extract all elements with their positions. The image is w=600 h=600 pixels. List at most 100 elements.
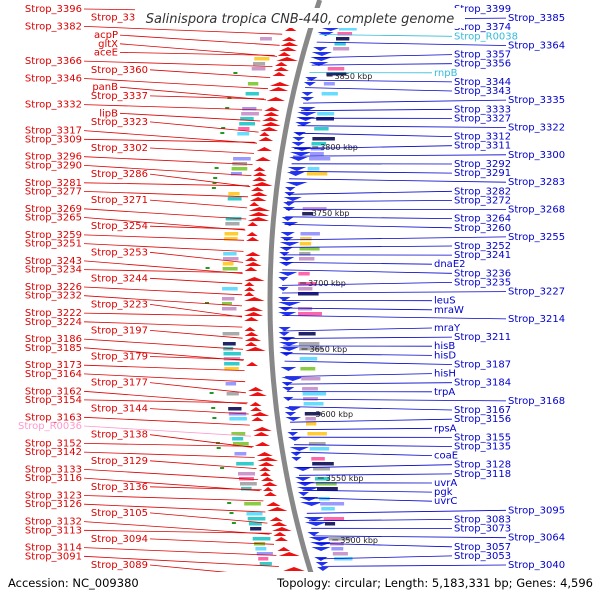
forward-gene-arrow bbox=[250, 192, 268, 196]
feature-block bbox=[298, 307, 313, 311]
reverse-gene-arrow bbox=[280, 237, 294, 241]
forward-gene-arrow bbox=[248, 392, 267, 396]
left-gene-label: Strop_3281 bbox=[25, 178, 82, 189]
reverse-gene-arrow bbox=[287, 167, 307, 171]
feature-block bbox=[333, 47, 350, 51]
feature-block bbox=[223, 257, 239, 261]
feature-block bbox=[303, 397, 318, 401]
left-gene-label: Strop_3126 bbox=[25, 499, 82, 510]
reverse-gene-arrow bbox=[279, 242, 300, 246]
left-gene-label: Strop_3302 bbox=[91, 143, 148, 154]
feature-block bbox=[239, 122, 255, 126]
label-leader-line bbox=[285, 382, 453, 385]
label-leader-line bbox=[282, 307, 433, 311]
feature-block bbox=[256, 552, 273, 556]
label-leader-line bbox=[149, 251, 244, 263]
left-gene-label: gltX bbox=[98, 39, 118, 50]
reverse-gene-arrow bbox=[288, 437, 302, 441]
feature-mark bbox=[221, 127, 226, 129]
reverse-gene-arrow bbox=[286, 172, 305, 176]
feature-block bbox=[259, 562, 272, 566]
feature-block bbox=[316, 482, 337, 486]
left-gene-label: Strop_3144 bbox=[91, 404, 148, 415]
reverse-gene-arrow bbox=[300, 97, 315, 101]
feature-block bbox=[339, 27, 357, 31]
left-gene-label: Strop_3323 bbox=[91, 117, 148, 128]
forward-gene-arrow bbox=[250, 412, 270, 416]
reverse-gene-arrow bbox=[278, 327, 291, 331]
left-gene-label: Strop_3133 bbox=[25, 464, 82, 475]
label-leader-line bbox=[311, 63, 453, 66]
reverse-gene-arrow bbox=[278, 297, 291, 301]
right-gene-label: Strop_3343 bbox=[454, 86, 511, 97]
kbp-tick-label: 3850 kbp bbox=[335, 72, 373, 81]
label-leader-line bbox=[149, 460, 257, 469]
feature-block bbox=[223, 252, 237, 256]
feature-mark bbox=[214, 167, 219, 169]
feature-block bbox=[246, 512, 263, 516]
feature-block bbox=[236, 462, 254, 466]
left-gene-label: Strop_3271 bbox=[91, 195, 148, 206]
forward-gene-arrow bbox=[244, 307, 264, 311]
feature-block bbox=[298, 282, 317, 286]
gene-labels: Strop_3396 Strop_3389 Strop_3382 acpPgltXac… bbox=[18, 4, 565, 571]
right-gene-label: Strop_3053 bbox=[454, 551, 511, 562]
left-gene-label: Strop_3366 bbox=[25, 56, 82, 67]
right-gene-label: Strop_3241 bbox=[454, 250, 511, 261]
left-gene-label: Strop_3186 bbox=[25, 334, 82, 345]
reverse-gene-arrow bbox=[278, 307, 293, 311]
reverse-gene-arrow bbox=[310, 542, 333, 546]
label-leader-line bbox=[83, 138, 256, 143]
feature-block bbox=[222, 262, 234, 266]
reverse-gene-arrow bbox=[289, 447, 310, 451]
right-gene-label: leuS bbox=[434, 296, 456, 307]
label-leader-line bbox=[282, 315, 507, 320]
feature-block bbox=[311, 142, 327, 146]
kbp-tick-label: 3700 kbp bbox=[308, 279, 346, 288]
feature-block bbox=[260, 37, 272, 41]
left-gene-label: acpP bbox=[94, 30, 118, 41]
left-gene-label: Strop_3254 bbox=[91, 221, 148, 232]
reverse-gene-arrow bbox=[310, 57, 333, 61]
label-leader-line bbox=[285, 216, 453, 219]
kbp-tick-label: 3650 kbp bbox=[310, 345, 348, 354]
forward-gene-arrow bbox=[244, 317, 259, 321]
right-gene-label: Strop_3335 bbox=[508, 95, 565, 106]
feature-mark bbox=[213, 177, 218, 179]
forward-gene-arrow bbox=[258, 137, 274, 141]
forward-gene-arrow bbox=[246, 362, 258, 366]
right-gene-label: Strop_3356 bbox=[454, 59, 511, 70]
label-leader-line bbox=[83, 321, 243, 328]
reverse-gene-arrow bbox=[284, 412, 297, 416]
feature-block bbox=[255, 547, 267, 551]
right-gene-label: hisH bbox=[434, 369, 456, 380]
forward-gene-arrow bbox=[260, 472, 271, 476]
forward-gene-arrow bbox=[254, 442, 271, 446]
label-leader-line bbox=[301, 108, 453, 112]
feature-block bbox=[312, 462, 334, 466]
forward-gene-arrow bbox=[259, 132, 270, 136]
label-leader-line bbox=[295, 451, 433, 456]
feature-block bbox=[238, 127, 250, 131]
reverse-gene-arrow bbox=[279, 247, 294, 251]
feature-block bbox=[228, 407, 242, 411]
forward-gene-arrow bbox=[245, 347, 266, 351]
left-gene-label: Strop_3132 bbox=[25, 517, 82, 528]
reverse-gene-arrow bbox=[278, 312, 297, 316]
feature-block bbox=[244, 502, 261, 506]
reverse-gene-arrow bbox=[297, 112, 317, 116]
feature-block bbox=[227, 197, 242, 201]
label-leader-line bbox=[302, 489, 433, 493]
forward-gene-arrow bbox=[251, 182, 273, 186]
left-gene-label: Strop_3346 bbox=[25, 74, 82, 85]
right-gene-label: Strop_3374 bbox=[454, 22, 511, 33]
feature-block bbox=[298, 287, 313, 291]
feature-block bbox=[247, 517, 266, 521]
forward-gene-arrow bbox=[252, 427, 272, 431]
right-gene-label: uvrA bbox=[434, 478, 457, 489]
reverse-gene-arrow bbox=[297, 487, 320, 491]
forward-gene-arrow bbox=[244, 297, 265, 301]
feature-block bbox=[245, 92, 259, 96]
forward-gene-arrow bbox=[267, 507, 288, 511]
label-leader-line bbox=[308, 519, 453, 522]
